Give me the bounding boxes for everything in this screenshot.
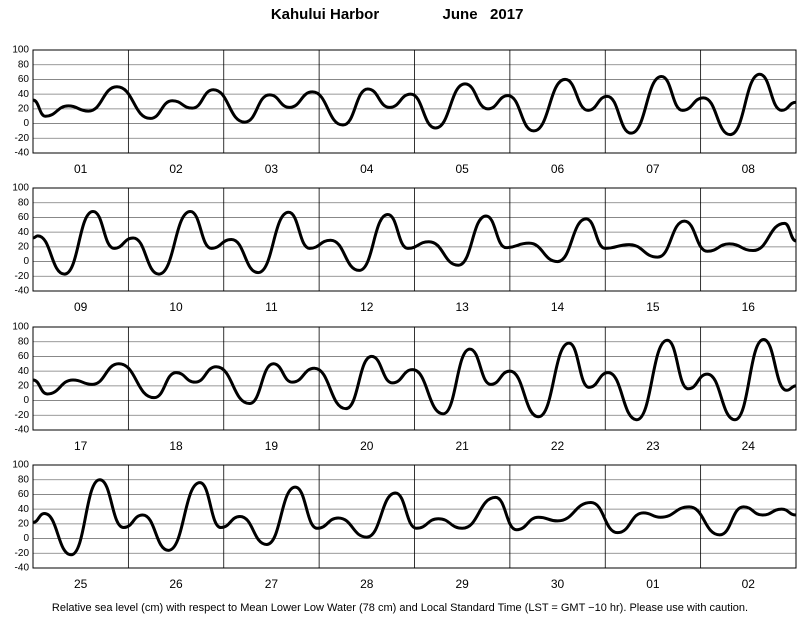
x-tick-label: 03 xyxy=(265,162,279,176)
x-tick-label: 14 xyxy=(551,300,565,314)
y-tick-label: -20 xyxy=(15,548,30,559)
x-tick-label: 01 xyxy=(74,162,88,176)
x-tick-label: 27 xyxy=(265,577,279,591)
x-tick-label: 18 xyxy=(169,439,183,453)
y-tick-label: 0 xyxy=(23,118,29,129)
y-tick-label: 100 xyxy=(12,460,29,471)
y-tick-label: 80 xyxy=(18,59,30,70)
y-tick-label: 40 xyxy=(18,366,30,377)
y-tick-label: 60 xyxy=(18,489,30,500)
x-tick-label: 17 xyxy=(74,439,88,453)
y-tick-label: -40 xyxy=(15,425,30,436)
x-tick-label: 23 xyxy=(646,439,660,453)
x-tick-label: 05 xyxy=(456,162,470,176)
y-tick-label: -40 xyxy=(15,148,30,159)
x-tick-label: 13 xyxy=(456,300,470,314)
x-tick-label: 04 xyxy=(360,162,374,176)
x-tick-label: 15 xyxy=(646,300,660,314)
chart-title: Kahului Harbor xyxy=(271,6,380,23)
y-tick-label: 60 xyxy=(18,351,30,362)
y-tick-label: 20 xyxy=(18,380,30,391)
x-tick-label: 25 xyxy=(74,577,88,591)
y-tick-label: 20 xyxy=(18,103,30,114)
x-tick-label: 12 xyxy=(360,300,374,314)
y-tick-label: -20 xyxy=(15,133,30,144)
y-tick-label: 40 xyxy=(18,89,30,100)
y-tick-label: -40 xyxy=(15,563,30,574)
chart-date: June 2017 xyxy=(443,6,524,23)
y-tick-label: 80 xyxy=(18,336,30,347)
x-tick-label: 26 xyxy=(169,577,183,591)
y-tick-label: -20 xyxy=(15,271,30,282)
y-tick-label: 80 xyxy=(18,197,30,208)
x-tick-label: 19 xyxy=(265,439,279,453)
y-tick-label: 60 xyxy=(18,74,30,85)
x-tick-label: 30 xyxy=(551,577,565,591)
y-tick-label: 80 xyxy=(18,474,30,485)
tide-line xyxy=(32,72,797,137)
y-tick-label: -40 xyxy=(15,286,30,297)
x-tick-label: 10 xyxy=(169,300,183,314)
x-tick-label: 06 xyxy=(551,162,565,176)
x-tick-label: 28 xyxy=(360,577,374,591)
y-tick-label: 40 xyxy=(18,227,30,238)
x-tick-label: 24 xyxy=(742,439,756,453)
y-tick-label: 40 xyxy=(18,504,30,515)
x-tick-label: 02 xyxy=(742,577,756,591)
x-tick-label: 02 xyxy=(169,162,183,176)
y-tick-label: 60 xyxy=(18,212,30,223)
y-tick-label: 100 xyxy=(12,183,29,194)
x-tick-label: 11 xyxy=(265,300,278,314)
footnote: Relative sea level (cm) with respect to … xyxy=(52,602,748,614)
x-tick-label: 16 xyxy=(742,300,756,314)
x-tick-label: 21 xyxy=(456,439,470,453)
x-tick-label: 09 xyxy=(74,300,88,314)
tide-line xyxy=(32,338,797,422)
y-tick-label: -20 xyxy=(15,410,30,421)
y-tick-label: 0 xyxy=(23,256,29,267)
y-tick-label: 20 xyxy=(18,518,30,529)
y-tick-label: 0 xyxy=(23,395,29,406)
x-tick-label: 20 xyxy=(360,439,374,453)
y-tick-label: 100 xyxy=(12,322,29,333)
x-tick-label: 01 xyxy=(646,577,660,591)
tide-line xyxy=(32,478,797,557)
y-tick-label: 0 xyxy=(23,533,29,544)
x-tick-label: 08 xyxy=(742,162,756,176)
tide-line xyxy=(32,210,797,276)
x-tick-label: 22 xyxy=(551,439,565,453)
y-tick-label: 100 xyxy=(12,45,29,56)
x-tick-label: 29 xyxy=(456,577,470,591)
y-tick-label: 20 xyxy=(18,241,30,252)
x-tick-label: 07 xyxy=(646,162,660,176)
